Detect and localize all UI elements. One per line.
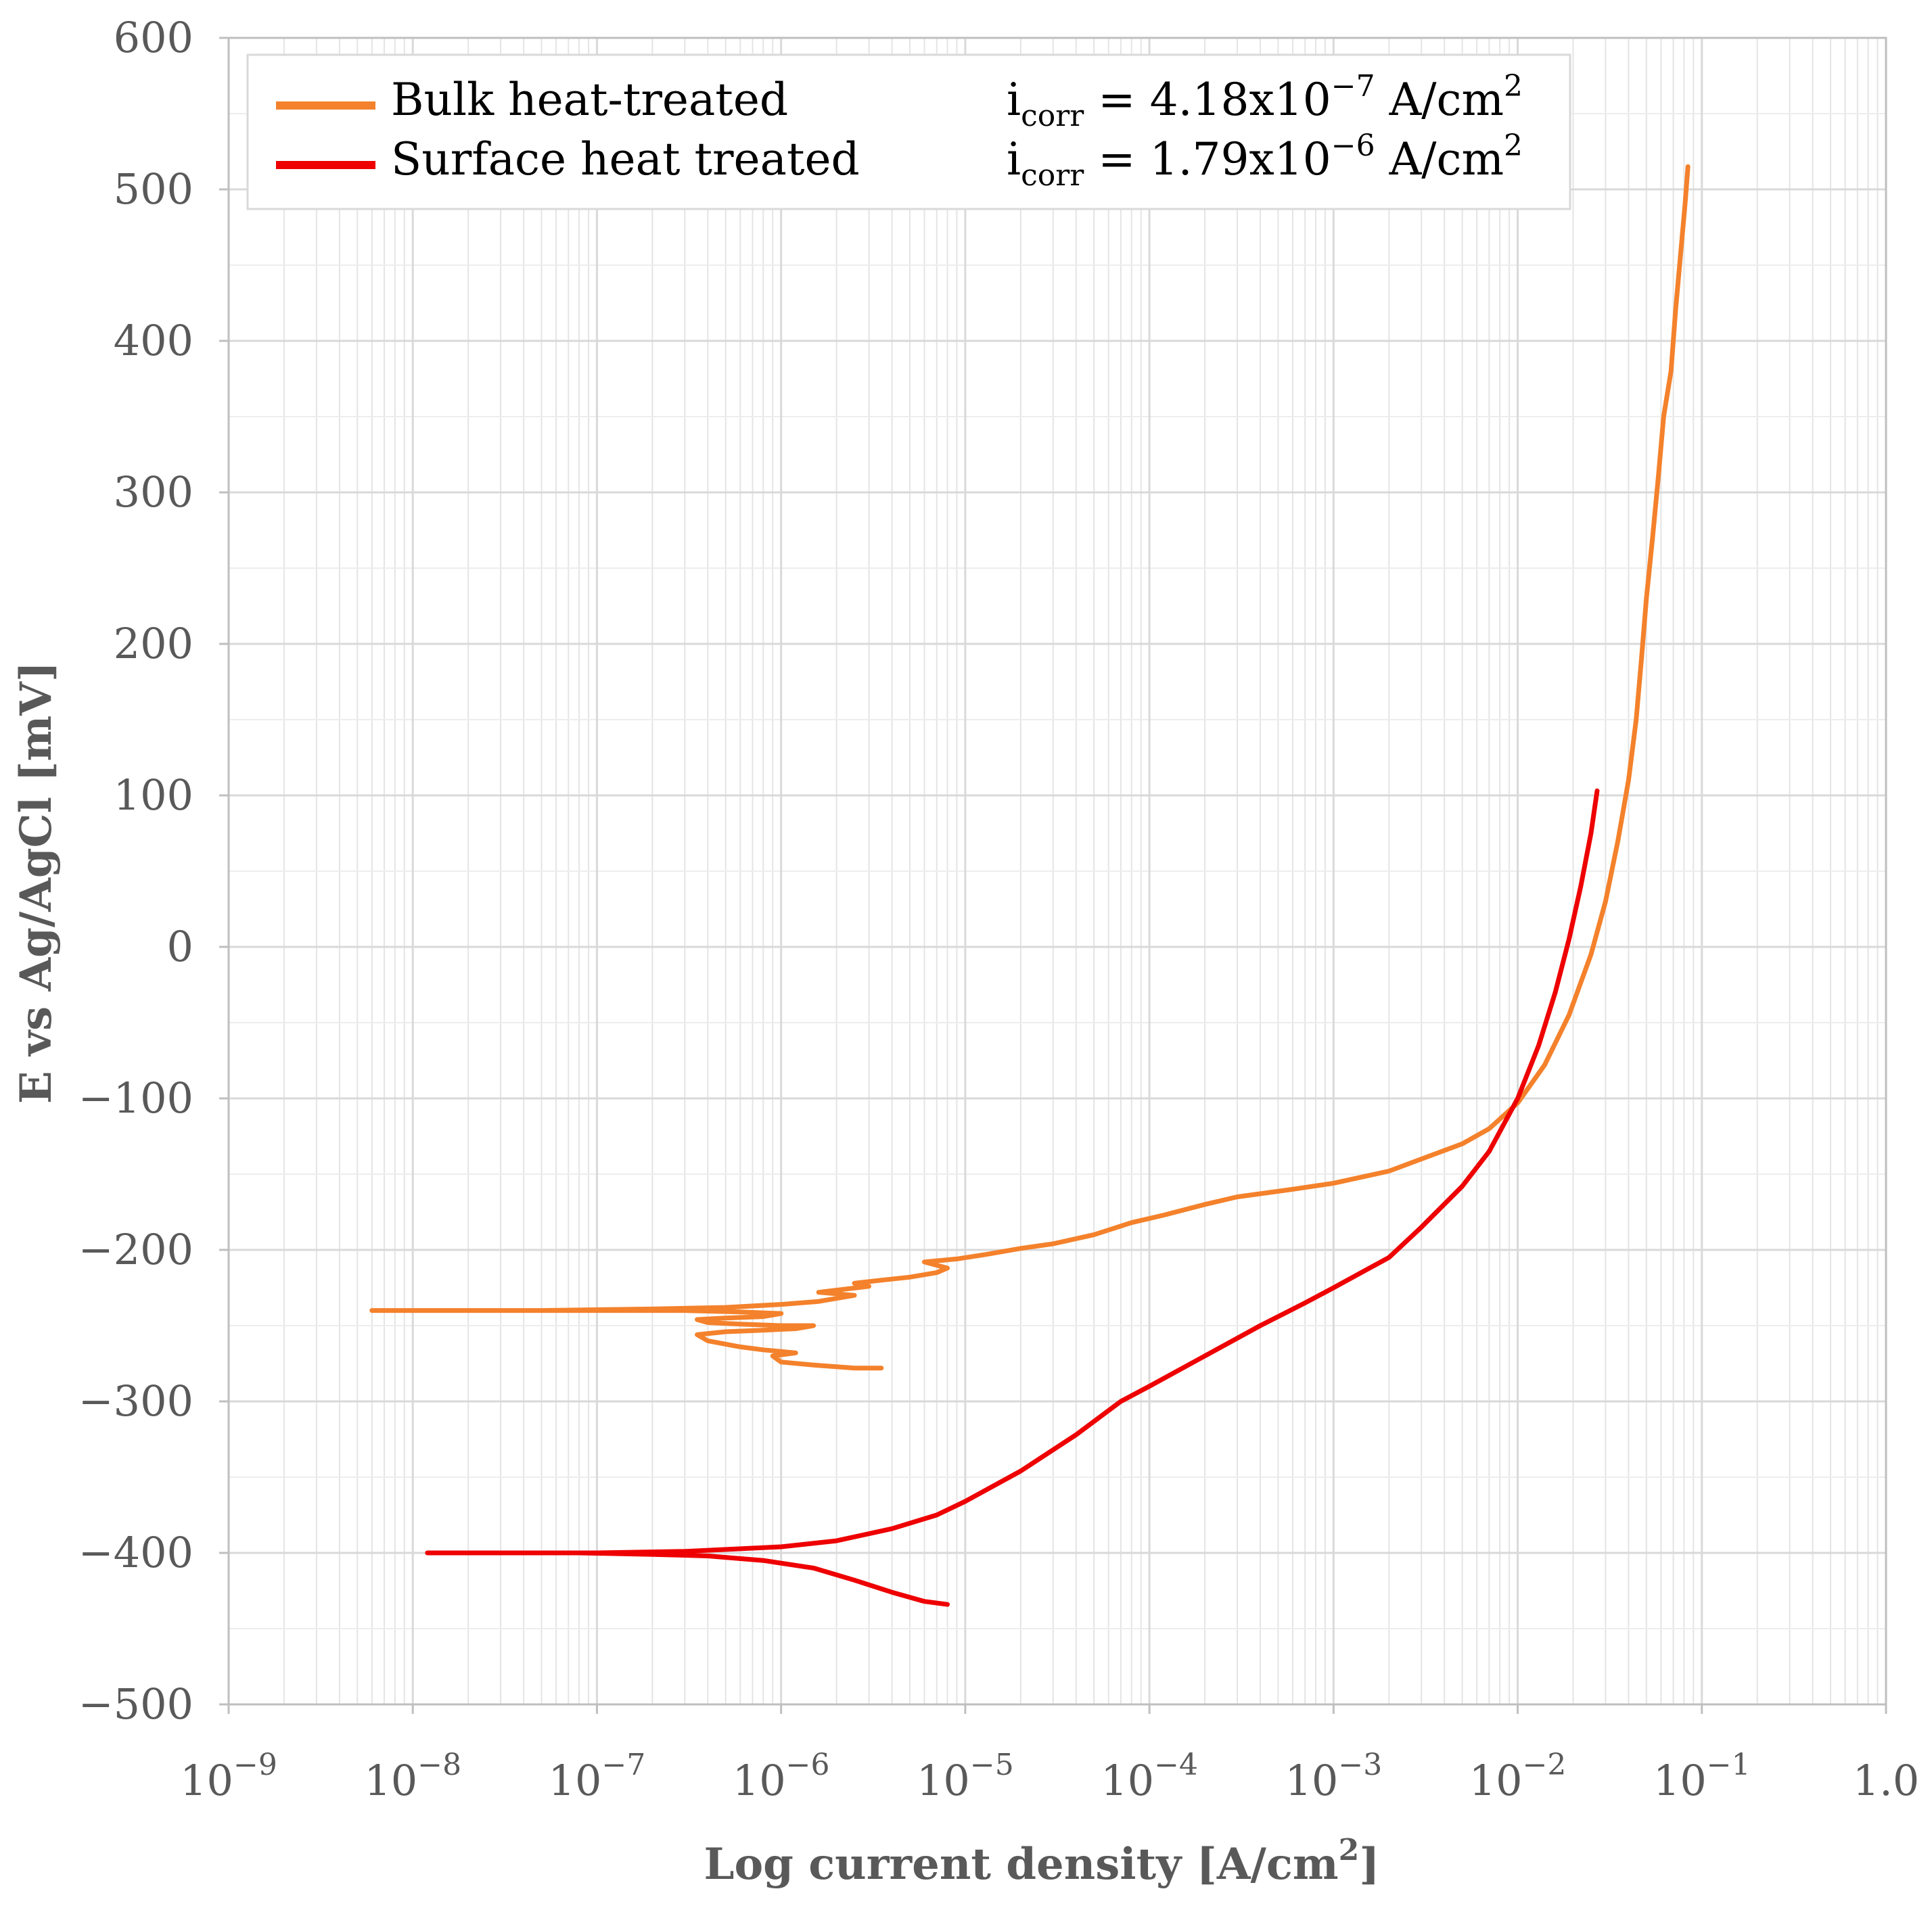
y-tick-label: −400 [78, 1528, 193, 1577]
y-tick-label: 300 [114, 467, 193, 517]
legend-box [246, 53, 1571, 210]
y-tick-label: 100 [114, 770, 193, 820]
y-tick-label: −100 [78, 1073, 193, 1123]
y-tick-label: 500 [114, 164, 193, 214]
series-layer [369, 164, 1690, 1607]
x-tick-label: 10−6 [733, 1748, 830, 1805]
y-tick-label: 600 [114, 13, 193, 62]
y-axis-ticks: 600 500 400 300 200 100 0 −100 −200 −300 −400 −500 [78, 13, 229, 1729]
x-axis-title: Log current density [A/cm2] [704, 1833, 1379, 1890]
legend: Bulk heat-treated icorr = 4.18x10−7 A/cm… [246, 53, 1571, 210]
plot-area-frame [227, 37, 1887, 1706]
y-axis-title: E vs Ag/AgCl [mV] [11, 661, 62, 1104]
x-tick-label: 10−4 [1101, 1748, 1198, 1805]
x-tick-label: 10−3 [1285, 1748, 1382, 1805]
y-tick-label: −200 [78, 1225, 193, 1274]
legend-label-surface: Surface heat treated [391, 133, 860, 185]
y-tick-label: 200 [114, 619, 193, 668]
legend-annotation-bulk: icorr = 4.18x10−7 A/cm2 [1007, 69, 1523, 133]
series-line-bulk [369, 164, 1690, 1371]
x-tick-label: 10−1 [1653, 1748, 1751, 1805]
y-tick-label: 400 [114, 316, 193, 365]
y-tick-label: −300 [78, 1376, 193, 1426]
x-tick-label: 10−5 [917, 1748, 1014, 1805]
y-tick-label: −500 [78, 1679, 193, 1729]
legend-label-bulk: Bulk heat-treated [391, 74, 788, 126]
minor-gridlines [229, 38, 1886, 1704]
x-tick-label: 10−2 [1469, 1748, 1567, 1805]
major-gridlines [227, 37, 1887, 1706]
x-tick-label: 10−9 [180, 1748, 277, 1805]
y-tick-label: 0 [167, 922, 193, 971]
x-tick-label: 10−8 [364, 1748, 461, 1805]
x-axis-ticks: 10−9 10−8 10−7 10−6 10−5 10−4 10−3 10−2 10−1 1.0 [180, 1704, 1919, 1805]
legend-annotation-surface: icorr = 1.79x10−6 A/cm2 [1007, 129, 1523, 193]
x-tick-label: 1.0 [1853, 1756, 1920, 1805]
x-tick-label: 10−7 [549, 1748, 646, 1805]
series-line-surface [425, 788, 1600, 1607]
